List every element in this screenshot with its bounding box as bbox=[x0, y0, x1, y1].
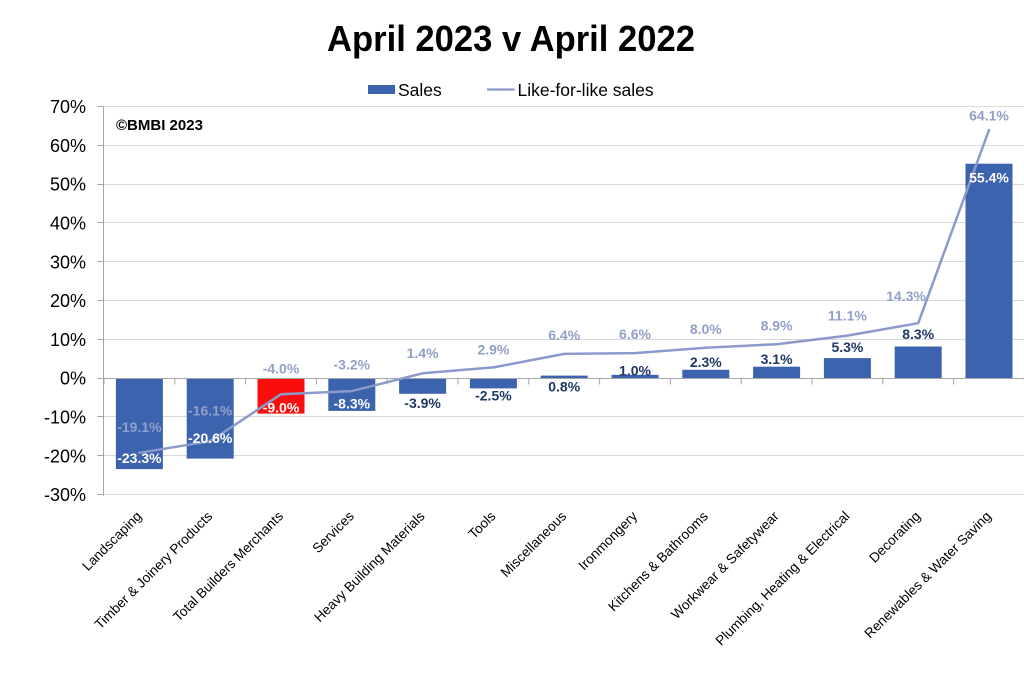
svg-text:April 2023 v April 2022: April 2023 v April 2022 bbox=[327, 18, 695, 59]
svg-text:0.8%: 0.8% bbox=[548, 378, 580, 394]
svg-text:6.6%: 6.6% bbox=[619, 326, 651, 342]
svg-text:Like-for-like sales: Like-for-like sales bbox=[518, 80, 654, 100]
svg-text:Sales: Sales bbox=[398, 80, 442, 100]
svg-text:-9.0%: -9.0% bbox=[263, 400, 300, 416]
svg-text:1.0%: 1.0% bbox=[619, 362, 651, 378]
svg-text:55.4%: 55.4% bbox=[969, 170, 1009, 186]
svg-text:-16.1%: -16.1% bbox=[188, 402, 233, 418]
svg-text:-3.9%: -3.9% bbox=[404, 395, 441, 411]
svg-text:8.0%: 8.0% bbox=[690, 321, 722, 337]
svg-text:-30%: -30% bbox=[44, 485, 86, 505]
svg-text:8.3%: 8.3% bbox=[902, 326, 934, 342]
svg-text:-3.2%: -3.2% bbox=[334, 356, 371, 372]
svg-text:8.9%: 8.9% bbox=[761, 318, 793, 334]
svg-text:70%: 70% bbox=[50, 97, 86, 117]
svg-text:-2.5%: -2.5% bbox=[475, 388, 512, 404]
svg-text:10%: 10% bbox=[50, 330, 86, 350]
svg-text:-19.1%: -19.1% bbox=[117, 419, 162, 435]
svg-text:0%: 0% bbox=[60, 369, 86, 389]
svg-text:30%: 30% bbox=[50, 252, 86, 272]
svg-text:11.1%: 11.1% bbox=[828, 308, 867, 324]
svg-text:5.3%: 5.3% bbox=[831, 339, 863, 355]
svg-text:-20.6%: -20.6% bbox=[188, 430, 233, 446]
svg-text:20%: 20% bbox=[50, 291, 86, 311]
svg-text:-23.3%: -23.3% bbox=[117, 450, 162, 466]
svg-text:6.4%: 6.4% bbox=[548, 327, 580, 343]
svg-text:50%: 50% bbox=[50, 175, 86, 195]
svg-text:-4.0%: -4.0% bbox=[263, 360, 300, 376]
svg-text:-8.3%: -8.3% bbox=[334, 396, 371, 412]
svg-text:14.3%: 14.3% bbox=[886, 288, 926, 304]
svg-text:2.9%: 2.9% bbox=[477, 342, 509, 358]
svg-text:2.3%: 2.3% bbox=[690, 354, 722, 370]
svg-text:-10%: -10% bbox=[44, 408, 86, 428]
svg-text:-20%: -20% bbox=[44, 446, 86, 466]
svg-text:3.1%: 3.1% bbox=[761, 351, 793, 367]
svg-text:©BMBI 2023: ©BMBI 2023 bbox=[116, 117, 203, 134]
svg-text:60%: 60% bbox=[50, 136, 86, 156]
svg-text:64.1%: 64.1% bbox=[969, 108, 1009, 124]
svg-text:1.4%: 1.4% bbox=[407, 345, 439, 361]
svg-text:40%: 40% bbox=[50, 214, 86, 234]
